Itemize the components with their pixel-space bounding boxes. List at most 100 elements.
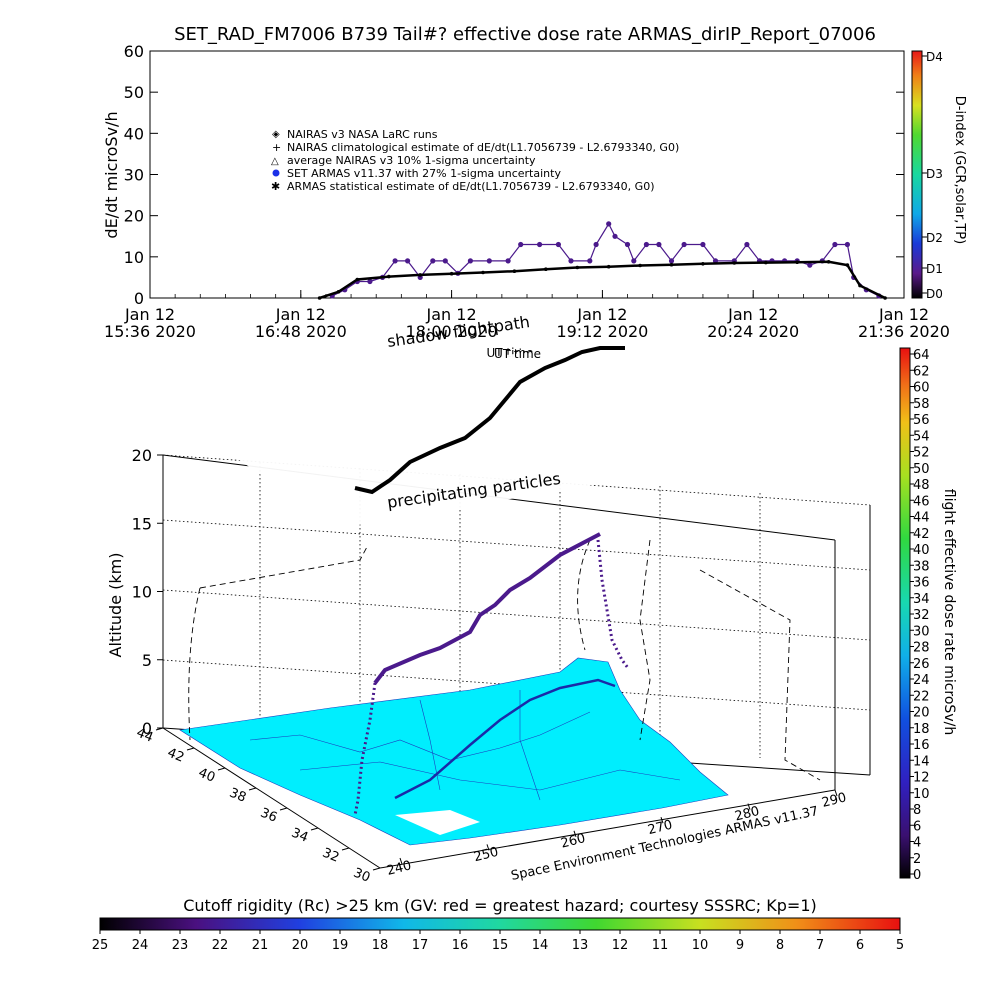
rigidity-tick-label: 9 bbox=[736, 938, 744, 953]
top-x-tick-time: 16:48 2020 bbox=[255, 322, 347, 341]
top-y-tick-label: 50 bbox=[124, 83, 144, 102]
top-x-tick-date: Jan 12 bbox=[878, 305, 929, 324]
longitude-tick bbox=[834, 789, 838, 797]
latitude-tick-label: 44 bbox=[134, 726, 155, 746]
rigidity-colorbar bbox=[99, 917, 901, 931]
top-y-tick-label: 10 bbox=[124, 248, 144, 267]
legend-nairas-unc: average NAIRAS v3 10% 1-sigma uncertaint… bbox=[287, 154, 536, 167]
top-y-axis-label: dE/dt microSv/h bbox=[102, 111, 121, 238]
dindex-tick-label: D0 bbox=[926, 287, 943, 301]
top-y-tick-label: 20 bbox=[124, 207, 144, 226]
dose-tick-label: 12 bbox=[913, 771, 930, 786]
latitude-tick bbox=[341, 847, 350, 851]
armas-stat-point bbox=[544, 267, 548, 272]
latitude-tick-label: 42 bbox=[165, 746, 186, 766]
legend-nairas-runs: NAIRAS v3 NASA LaRC runs bbox=[287, 128, 438, 141]
armas-data-point bbox=[442, 258, 448, 264]
rigidity-tick-label: 12 bbox=[612, 938, 629, 953]
armas-data-point bbox=[624, 241, 631, 248]
dose-tick-label: 4 bbox=[913, 836, 921, 851]
latitude-tick bbox=[155, 727, 164, 731]
dindex-tick-label: D4 bbox=[926, 50, 943, 64]
top-x-tick-time: 20:24 2020 bbox=[707, 322, 799, 341]
latitude-tick bbox=[248, 787, 257, 791]
rigidity-tick-label: 15 bbox=[492, 938, 509, 953]
altitude-tick-label: 0 bbox=[142, 719, 152, 738]
longitude-tick-label: 250 bbox=[472, 845, 500, 866]
armas-data-point bbox=[832, 241, 838, 248]
top-x-tick-time: 15:36 2020 bbox=[104, 322, 196, 341]
top-x-tick-time: 19:12 2020 bbox=[556, 322, 648, 341]
dose-tick-label: 42 bbox=[913, 527, 930, 542]
rigidity-axis: 25 24 23 22 21 20 19 18 17 16 15 14 13 12 11 10 9 8 7 6 5 bbox=[92, 930, 904, 953]
legend-marker-nairas-runs: ◈ bbox=[272, 129, 280, 140]
armas-data-point bbox=[668, 258, 675, 264]
altitude-axis-label: Altitude (km) bbox=[106, 553, 125, 658]
longitude-tick bbox=[660, 817, 664, 824]
descent-drop bbox=[596, 539, 630, 669]
rigidity-tick-label: 22 bbox=[212, 938, 229, 953]
altitude-tick-label: 20 bbox=[132, 446, 152, 465]
top-x-tick-date: Jan 12 bbox=[275, 305, 326, 324]
dose-tick-label: 26 bbox=[913, 657, 930, 672]
dose-tick-label: 36 bbox=[913, 576, 930, 591]
top-x-tick-time: 18:00 2020 bbox=[406, 322, 498, 341]
wall-shadow-paths bbox=[188, 539, 821, 781]
latitude-tick bbox=[372, 867, 381, 871]
legend-nairas-clim: NAIRAS climatological estimate of dE/dt(… bbox=[287, 141, 679, 154]
dose-tick-label: 50 bbox=[913, 462, 930, 477]
dose-rate-axis: 0246810121416182022242628303234363840424… bbox=[910, 348, 930, 883]
longitude-tick-label: 260 bbox=[559, 831, 587, 852]
map-white-patch bbox=[395, 810, 480, 835]
altitude-tick-label: 15 bbox=[132, 514, 152, 533]
three-d-panel: shadow flightpath UT time precipitating … bbox=[106, 312, 871, 886]
dose-tick-label: 2 bbox=[913, 852, 921, 867]
dose-tick-label: 14 bbox=[913, 754, 930, 769]
armas-stat-point bbox=[418, 273, 423, 277]
latitude-tick-label: 32 bbox=[320, 846, 341, 866]
dindex-tick-label: D3 bbox=[926, 167, 943, 181]
dose-tick-label: 40 bbox=[913, 543, 930, 558]
dose-rate-label: flight effective dose rate microSv/h bbox=[941, 489, 957, 735]
ut-time-curve bbox=[354, 346, 625, 495]
precipitating-particles-sheet bbox=[150, 338, 845, 528]
dose-tick-label: 0 bbox=[913, 868, 921, 883]
armas-stat-point bbox=[512, 269, 517, 274]
latitude-tick-label: 40 bbox=[196, 766, 217, 786]
rigidity-tick-label: 14 bbox=[532, 938, 549, 953]
latitude-tick bbox=[217, 767, 226, 771]
armas-stat-point bbox=[449, 271, 454, 276]
rigidity-tick-label: 11 bbox=[652, 938, 669, 953]
dose-tick-label: 60 bbox=[913, 381, 930, 396]
dose-tick-label: 48 bbox=[913, 478, 930, 493]
armas-data-point bbox=[405, 258, 411, 264]
dose-tick-label: 34 bbox=[913, 592, 930, 607]
rigidity-tick-label: 17 bbox=[412, 938, 429, 953]
longitude-tick-label: 240 bbox=[385, 858, 413, 879]
map-boundaries bbox=[249, 690, 681, 801]
legend-marker-set-armas bbox=[272, 169, 280, 177]
armas-stat-point bbox=[732, 261, 737, 265]
armas-stat-point bbox=[858, 283, 862, 288]
latitude-tick bbox=[279, 807, 288, 811]
longitude-tick-label: 270 bbox=[646, 818, 674, 839]
top-x-tick-time: 21:36 2020 bbox=[858, 322, 950, 341]
armas-data-point bbox=[505, 258, 511, 264]
rigidity-tick-label: 23 bbox=[172, 938, 189, 953]
armas-data-point bbox=[486, 258, 492, 264]
dose-tick-label: 56 bbox=[913, 413, 930, 428]
rigidity-colorbar-label: Cutoff rigidity (Rc) >25 km (GV: red = g… bbox=[183, 896, 817, 915]
armas-stat-point bbox=[764, 260, 768, 265]
dose-tick-label: 52 bbox=[913, 446, 930, 461]
dindex-axis: D0 D1 D2 D3 D4 bbox=[922, 50, 943, 301]
rigidity-tick-label: 13 bbox=[572, 938, 589, 953]
longitude-tick-label: 280 bbox=[733, 804, 761, 825]
armas-data-point bbox=[606, 221, 612, 227]
armas-data-point bbox=[430, 258, 436, 264]
latitude-tick-label: 36 bbox=[258, 806, 279, 826]
rigidity-tick-label: 19 bbox=[332, 938, 349, 953]
dose-tick-label: 6 bbox=[913, 819, 921, 834]
ut-time-label: UT time bbox=[494, 347, 541, 361]
dose-tick-label: 44 bbox=[913, 511, 930, 526]
longitude-tick bbox=[486, 844, 490, 851]
